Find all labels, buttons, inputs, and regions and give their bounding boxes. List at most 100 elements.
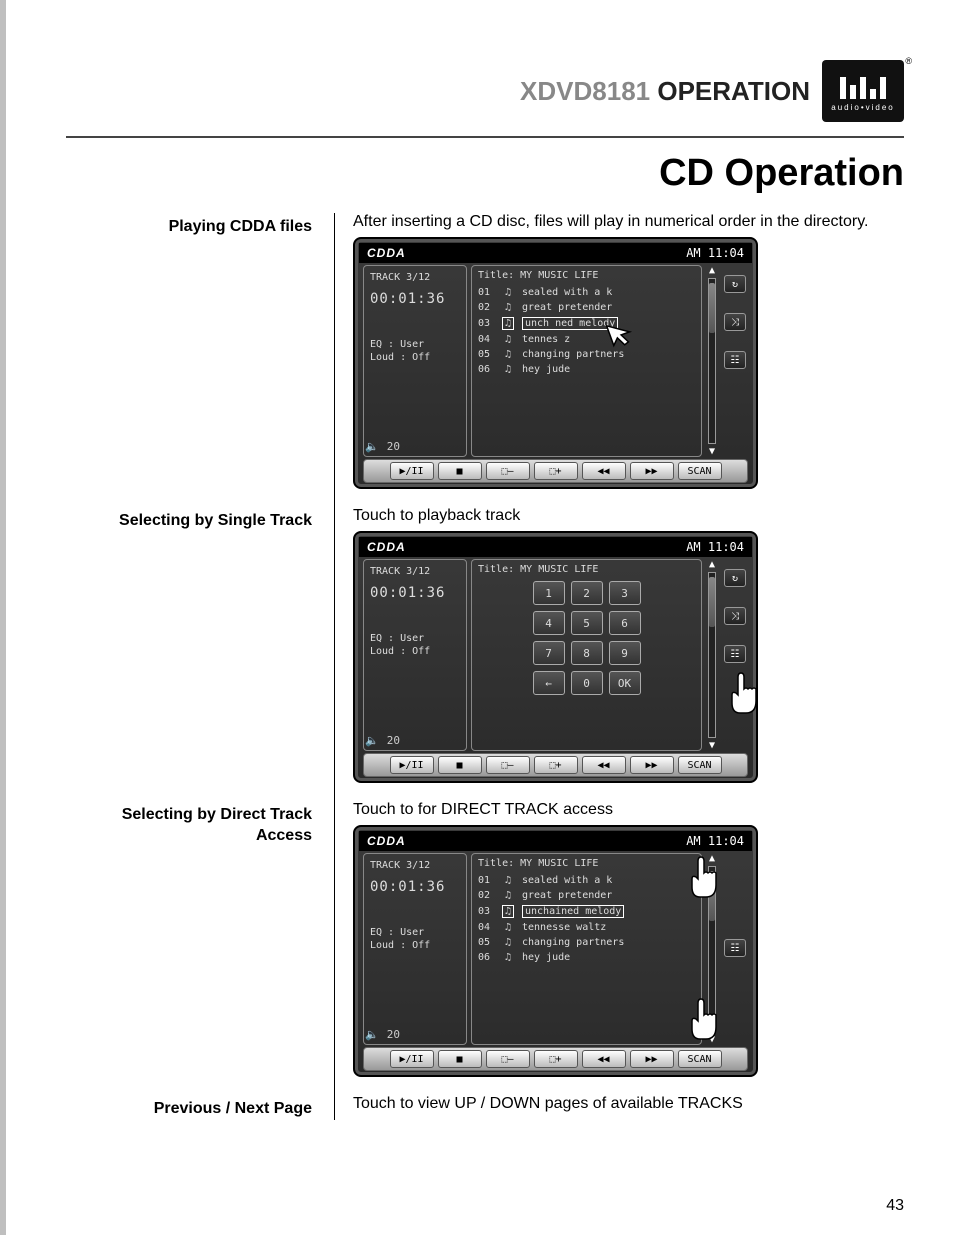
keypad-7[interactable]: 7 (533, 641, 565, 665)
mode-label: CDDA (367, 834, 406, 848)
keypad-ok[interactable]: OK (609, 671, 641, 695)
prev-button[interactable]: ◀◀ (582, 1050, 626, 1068)
repeat-button[interactable]: ↻ (724, 275, 746, 293)
scrollbar[interactable]: ▲ ▼ (706, 265, 718, 457)
elapsed-time: 00:01:36 (370, 879, 460, 895)
keypad-panel: Title: MY MUSIC LIFE 1 2 3 4 5 6 7 8 9 ←… (471, 559, 702, 751)
page-title: CD Operation (66, 152, 904, 195)
folder-down-button[interactable]: ⬚– (486, 756, 530, 774)
keypad-9[interactable]: 9 (609, 641, 641, 665)
keypad-3[interactable]: 3 (609, 581, 641, 605)
play-pause-button[interactable]: ▶/II (390, 462, 434, 480)
scan-button[interactable]: SCAN (678, 462, 722, 480)
track-list-panel: Title: MY MUSIC LIFE 01♫sealed with a k … (471, 265, 702, 457)
section-text-single-track: Touch to playback track (353, 507, 904, 525)
operation-label: OPERATION (657, 76, 810, 106)
disc-title: Title: MY MUSIC LIFE (478, 270, 695, 281)
vertical-divider (334, 507, 335, 801)
scan-button[interactable]: SCAN (678, 756, 722, 774)
note-icon: ♫ (502, 952, 514, 963)
keypad-5[interactable]: 5 (571, 611, 603, 635)
next-button[interactable]: ▶▶ (630, 462, 674, 480)
track-row[interactable]: 05♫changing partners (478, 937, 695, 948)
track-list: 01♫sealed with a k 02♫great pretender 03… (478, 875, 695, 963)
screen-topstrip: CDDA AM 11:04 (359, 831, 752, 851)
keypad-2[interactable]: 2 (571, 581, 603, 605)
next-button[interactable]: ▶▶ (630, 1050, 674, 1068)
eq-label: EQ : User (370, 633, 460, 644)
cdda-screen-scroll: CDDA AM 11:04 TRACK 3/12 00:01:36 EQ : U… (353, 825, 758, 1077)
transport-bar: ▶/II ■ ⬚– ⬚+ ◀◀ ▶▶ SCAN (363, 1047, 748, 1071)
shuffle-button[interactable]: ⤨ (724, 607, 746, 625)
track-row[interactable]: 04♫tennesse waltz (478, 922, 695, 933)
folder-up-button[interactable]: ⬚+ (534, 1050, 578, 1068)
section-body-playing: After inserting a CD disc, files will pl… (353, 213, 904, 507)
note-icon: ♫ (502, 287, 514, 298)
keypad-1[interactable]: 1 (533, 581, 565, 605)
stop-button[interactable]: ■ (438, 756, 482, 774)
speaker-icon: 🔈 (365, 1028, 379, 1041)
track-row[interactable]: 02♫great pretender (478, 302, 695, 313)
disc-title: Title: MY MUSIC LIFE (478, 564, 695, 575)
stop-button[interactable]: ■ (438, 1050, 482, 1068)
track-row[interactable]: 01♫sealed with a k (478, 875, 695, 886)
track-counter: TRACK 3/12 (370, 566, 460, 577)
page-header: XDVD8181 OPERATION ® audio•video (66, 60, 904, 130)
note-icon: ♫ (502, 890, 514, 901)
scroll-down-icon[interactable]: ▼ (709, 446, 715, 457)
track-row[interactable]: 05♫changing partners (478, 349, 695, 360)
keypad-button[interactable]: ☷ (724, 645, 746, 663)
info-panel: TRACK 3/12 00:01:36 EQ : User Loud : Off (363, 853, 467, 1045)
shuffle-button[interactable]: ⤨ (724, 313, 746, 331)
track-row[interactable]: 01♫sealed with a k (478, 287, 695, 298)
scroll-track[interactable] (708, 278, 716, 444)
elapsed-time: 00:01:36 (370, 291, 460, 307)
repeat-button[interactable]: ↻ (724, 569, 746, 587)
clock-label: AM 11:04 (686, 834, 744, 848)
scan-button[interactable]: SCAN (678, 1050, 722, 1068)
track-row[interactable]: 04♫tennes z (478, 334, 695, 345)
model-number: XDVD8181 (520, 76, 650, 106)
keypad-8[interactable]: 8 (571, 641, 603, 665)
keypad-6[interactable]: 6 (609, 611, 641, 635)
prev-button[interactable]: ◀◀ (582, 756, 626, 774)
volume-value: 20 (387, 734, 400, 747)
section-body-prev-next: Touch to view UP / DOWN pages of availab… (353, 1095, 904, 1120)
folder-up-button[interactable]: ⬚+ (534, 756, 578, 774)
scroll-thumb[interactable] (709, 283, 715, 333)
hand-pointer-icon (682, 855, 726, 905)
play-pause-button[interactable]: ▶/II (390, 1050, 434, 1068)
volume-row: 🔈 20 (365, 734, 400, 747)
speaker-icon: 🔈 (365, 734, 379, 747)
registered-mark: ® (905, 56, 912, 66)
folder-up-button[interactable]: ⬚+ (534, 462, 578, 480)
scrollbar[interactable]: ▲ ▼ (706, 559, 718, 751)
mode-label: CDDA (367, 540, 406, 554)
scroll-down-icon[interactable]: ▼ (709, 740, 715, 751)
track-row[interactable]: 06♫hey jude (478, 364, 695, 375)
scroll-track[interactable] (708, 572, 716, 738)
track-row[interactable]: 06♫hey jude (478, 952, 695, 963)
keypad-button[interactable]: ☷ (724, 351, 746, 369)
next-button[interactable]: ▶▶ (630, 756, 674, 774)
keypad-0[interactable]: 0 (571, 671, 603, 695)
keypad-back[interactable]: ← (533, 671, 565, 695)
keypad-4[interactable]: 4 (533, 611, 565, 635)
logo-subtext: audio•video (831, 103, 895, 112)
loud-label: Loud : Off (370, 646, 460, 657)
folder-down-button[interactable]: ⬚– (486, 1050, 530, 1068)
track-counter: TRACK 3/12 (370, 272, 460, 283)
track-counter: TRACK 3/12 (370, 860, 460, 871)
scroll-up-icon[interactable]: ▲ (709, 559, 715, 570)
stop-button[interactable]: ■ (438, 462, 482, 480)
scroll-thumb[interactable] (709, 577, 715, 627)
play-pause-button[interactable]: ▶/II (390, 756, 434, 774)
track-row-selected[interactable]: 03♫unch ned melody (478, 317, 695, 330)
folder-down-button[interactable]: ⬚– (486, 462, 530, 480)
track-row[interactable]: 02♫great pretender (478, 890, 695, 901)
prev-button[interactable]: ◀◀ (582, 462, 626, 480)
scroll-up-icon[interactable]: ▲ (709, 265, 715, 276)
keypad-button[interactable]: ☷ (724, 939, 746, 957)
eq-label: EQ : User (370, 339, 460, 350)
track-row-selected[interactable]: 03♫unchained melody (478, 905, 695, 918)
